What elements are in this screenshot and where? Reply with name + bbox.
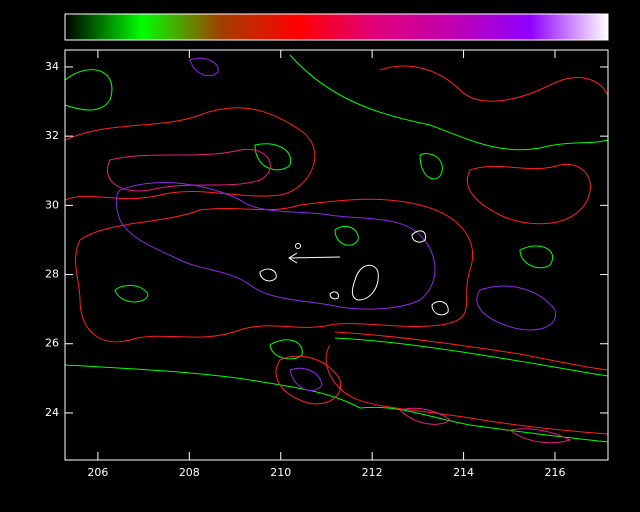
x-tick-label: 214 [453, 466, 474, 479]
contour [351, 264, 379, 301]
contours [64, 54, 609, 444]
contour [189, 57, 219, 77]
y-tick-label: 34 [45, 60, 59, 73]
contour [476, 285, 556, 331]
y-tick-label: 26 [45, 337, 59, 350]
contour [399, 407, 451, 425]
y-tick-label: 28 [45, 268, 59, 281]
contour [289, 367, 323, 391]
x-tick-label: 210 [270, 466, 291, 479]
colorbar [64, 13, 609, 41]
contour [289, 54, 609, 151]
contour [64, 364, 609, 443]
y-tick-label: 32 [45, 129, 59, 142]
contour [334, 331, 609, 371]
contour [419, 153, 443, 180]
contour [411, 230, 427, 243]
contour [115, 182, 436, 310]
contour [334, 225, 359, 246]
plot-frame [64, 49, 609, 461]
contour [334, 337, 609, 377]
contour [325, 344, 609, 435]
contour [114, 284, 149, 303]
contour [275, 355, 342, 405]
contour [75, 198, 474, 343]
contour [431, 301, 449, 316]
contour [329, 291, 339, 300]
y-tick-label: 24 [45, 406, 59, 419]
contour [254, 143, 292, 171]
x-tick-label: 216 [544, 466, 565, 479]
contour [508, 428, 572, 444]
x-tick-label: 208 [179, 466, 200, 479]
x-tick-label: 212 [362, 466, 383, 479]
contour [466, 164, 591, 225]
contour [519, 245, 553, 269]
arrow [288, 243, 341, 264]
contour [269, 339, 303, 360]
contour [107, 148, 271, 192]
contour [64, 107, 316, 201]
contour [379, 65, 609, 102]
contour [64, 69, 113, 111]
x-tick-label: 206 [87, 466, 108, 479]
y-tick-label: 30 [45, 198, 59, 211]
contour [259, 268, 277, 282]
